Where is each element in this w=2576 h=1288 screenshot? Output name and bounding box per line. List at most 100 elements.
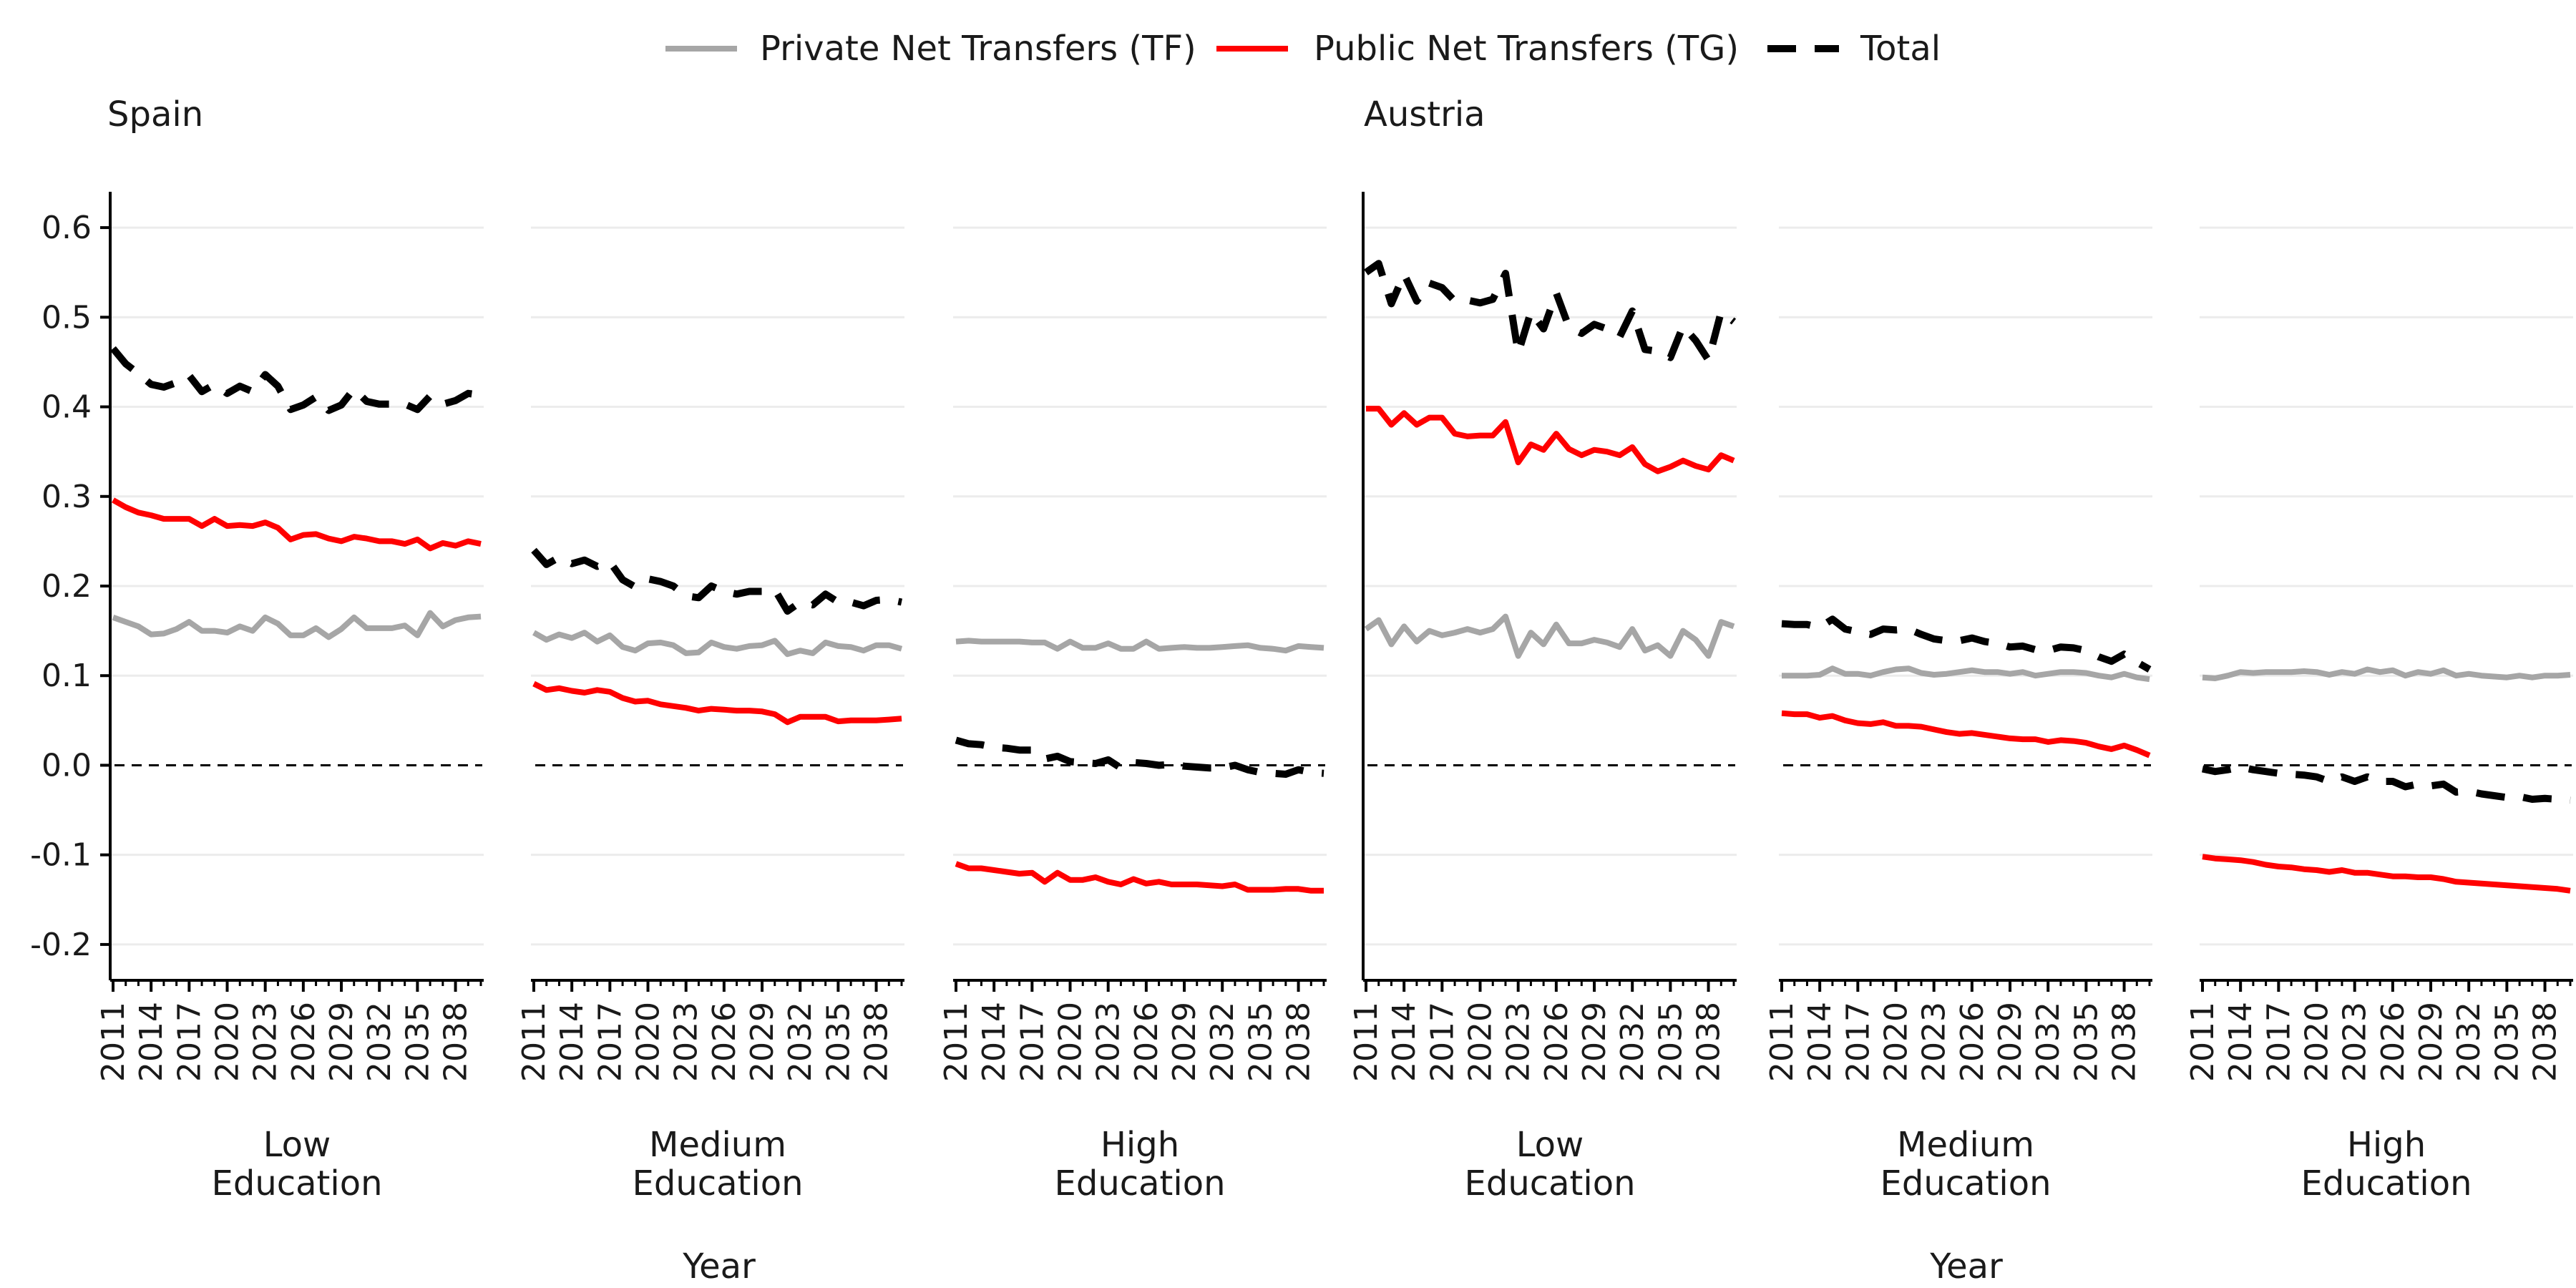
x-tick-label: 2017 bbox=[171, 1002, 208, 1082]
y-tick-label: -0.1 bbox=[30, 837, 92, 874]
x-tick-label: 2023 bbox=[1091, 1002, 1127, 1082]
series-line-tf bbox=[1782, 665, 2150, 683]
x-axis-title-spain: Year bbox=[682, 1246, 756, 1287]
x-tick-label: 2017 bbox=[1014, 1002, 1050, 1082]
x-tick-label: 2035 bbox=[820, 1002, 857, 1082]
country-label-spain: Spain bbox=[107, 94, 203, 135]
x-tick-label: 2029 bbox=[1166, 1002, 1203, 1082]
panel-label-level: Medium bbox=[1897, 1125, 2034, 1165]
x-tick-label: 2026 bbox=[706, 1002, 743, 1082]
x-tick-label: 2017 bbox=[2260, 1002, 2297, 1082]
x-tick-label: 2011 bbox=[95, 1002, 132, 1082]
x-tick-label: 2038 bbox=[2107, 1002, 2143, 1082]
x-tick-label: 2032 bbox=[361, 1002, 398, 1082]
x-tick-label: 2014 bbox=[2223, 1002, 2259, 1082]
panel-label-education: Education bbox=[1880, 1163, 2051, 1204]
series-line-total bbox=[110, 346, 482, 414]
x-tick-label: 2029 bbox=[1992, 1002, 2029, 1082]
panel-label-level: Low bbox=[1516, 1125, 1584, 1165]
panel-austria-low: 2011 2014 2017 2020 2023 2026 2029 2032 2035 2038… bbox=[1348, 192, 1737, 1204]
x-tick-label: 2032 bbox=[1614, 1002, 1651, 1082]
panel-spain-high: 2011 2014 2017 2020 2023 2026 2029 2032 2035 2038… bbox=[938, 226, 1327, 1204]
x-tick-label: 2038 bbox=[859, 1002, 895, 1082]
x-tick-label: 2014 bbox=[1802, 1002, 1838, 1082]
panel-austria-medium: 2011 2014 2017 2020 2023 2026 2029 2032 2035 2038… bbox=[1764, 226, 2152, 1204]
x-axis-title-austria: Year bbox=[1929, 1246, 2003, 1287]
y-tick-label: 0.2 bbox=[42, 568, 92, 605]
x-tick-label: 2026 bbox=[1128, 1002, 1165, 1082]
panel-label-education: Education bbox=[633, 1163, 804, 1204]
panel-label-education: Education bbox=[1465, 1163, 1636, 1204]
x-tick-label: 2032 bbox=[1204, 1002, 1241, 1082]
country-labels: Spain Austria bbox=[107, 94, 1485, 135]
x-tick-label: 2026 bbox=[1538, 1002, 1575, 1082]
panel-label-education: Education bbox=[212, 1163, 383, 1204]
x-tick-label: 2020 bbox=[630, 1002, 667, 1082]
x-tick-label: 2020 bbox=[210, 1002, 246, 1082]
x-tick-label: 2029 bbox=[744, 1002, 781, 1082]
series-line-tg bbox=[532, 680, 902, 726]
legend-label-1: Public Net Transfers (TG) bbox=[1314, 29, 1739, 69]
x-tick-label: 2020 bbox=[1878, 1002, 1915, 1082]
y-tick-label: 0.3 bbox=[42, 479, 92, 515]
series-line-total bbox=[955, 736, 1324, 778]
x-tick-label: 2014 bbox=[1386, 1002, 1423, 1082]
x-tick-label: 2038 bbox=[438, 1002, 474, 1082]
series-line-tg bbox=[112, 497, 482, 552]
series-line-total bbox=[1364, 260, 1737, 364]
x-tick-label: 2011 bbox=[2185, 1002, 2221, 1082]
series-line-total bbox=[2201, 763, 2571, 804]
y-tick-label: 0.5 bbox=[42, 299, 92, 336]
x-tick-label: 2023 bbox=[248, 1002, 284, 1082]
series-line-tg bbox=[1366, 406, 1735, 474]
legend: Private Net Transfers (TF) Public Net Tra… bbox=[665, 29, 1941, 69]
series-line-total bbox=[1781, 615, 2152, 673]
x-tick-label: 2011 bbox=[938, 1002, 975, 1082]
x-tick-label: 2026 bbox=[2375, 1002, 2411, 1082]
series-line-tg bbox=[955, 861, 1324, 894]
x-tick-label: 2038 bbox=[2527, 1002, 2564, 1082]
series-line-tf bbox=[112, 610, 482, 640]
panel-spain-low: 0.6 0.5 0.4 0.3 0.2 0.1 0.0 -0.1 -0.2 2011 2014 201… bbox=[30, 192, 484, 1204]
series-line-tf bbox=[955, 638, 1324, 654]
series-line-total bbox=[531, 547, 903, 615]
x-tick-label: 2023 bbox=[1501, 1002, 1537, 1082]
x-tick-label: 2029 bbox=[323, 1002, 360, 1082]
x-tick-label: 2032 bbox=[2030, 1002, 2067, 1082]
panel-label-level: High bbox=[2347, 1125, 2426, 1165]
x-tick-label: 2026 bbox=[1954, 1002, 1991, 1082]
y-tick-label: 0.1 bbox=[42, 658, 92, 694]
x-tick-label: 2011 bbox=[1764, 1002, 1800, 1082]
panel-label-level: Medium bbox=[649, 1125, 786, 1165]
y-tick-label: 0.4 bbox=[42, 389, 92, 426]
x-tick-label: 2023 bbox=[668, 1002, 705, 1082]
legend-label-2: Total bbox=[1860, 29, 1941, 69]
panel-spain-medium: 2011 2014 2017 2020 2023 2026 2029 2032 2035 2038… bbox=[516, 226, 904, 1204]
x-tick-label: 2035 bbox=[2068, 1002, 2104, 1082]
x-tick-label: 2017 bbox=[1424, 1002, 1460, 1082]
x-tick-label: 2020 bbox=[1053, 1002, 1089, 1082]
x-tick-label: 2014 bbox=[976, 1002, 1013, 1082]
y-tick-label: 0.0 bbox=[42, 747, 92, 784]
x-tick-label: 2035 bbox=[2489, 1002, 2525, 1082]
series-line-tf bbox=[532, 630, 903, 658]
x-tick-label: 2014 bbox=[133, 1002, 170, 1082]
x-tick-label: 2017 bbox=[592, 1002, 628, 1082]
x-tick-label: 2038 bbox=[1691, 1002, 1727, 1082]
y-tick-label: -0.2 bbox=[30, 927, 92, 963]
x-tick-label: 2035 bbox=[399, 1002, 436, 1082]
panel-label-level: High bbox=[1101, 1125, 1179, 1165]
x-tick-label: 2011 bbox=[1348, 1002, 1385, 1082]
x-tick-label: 2038 bbox=[1281, 1002, 1317, 1082]
x-tick-label: 2020 bbox=[1463, 1002, 1499, 1082]
legend-label-0: Private Net Transfers (TF) bbox=[760, 29, 1196, 69]
panel-label-level: Low bbox=[263, 1125, 331, 1165]
x-tick-label: 2017 bbox=[1840, 1002, 1876, 1082]
series-line-tg bbox=[1781, 710, 2151, 758]
x-tick-label: 2011 bbox=[516, 1002, 552, 1082]
x-axis-titles: Year Year bbox=[682, 1246, 2003, 1287]
panel-label-education: Education bbox=[1055, 1163, 1226, 1204]
country-label-austria: Austria bbox=[1364, 94, 1485, 135]
x-tick-label: 2029 bbox=[2413, 1002, 2449, 1082]
